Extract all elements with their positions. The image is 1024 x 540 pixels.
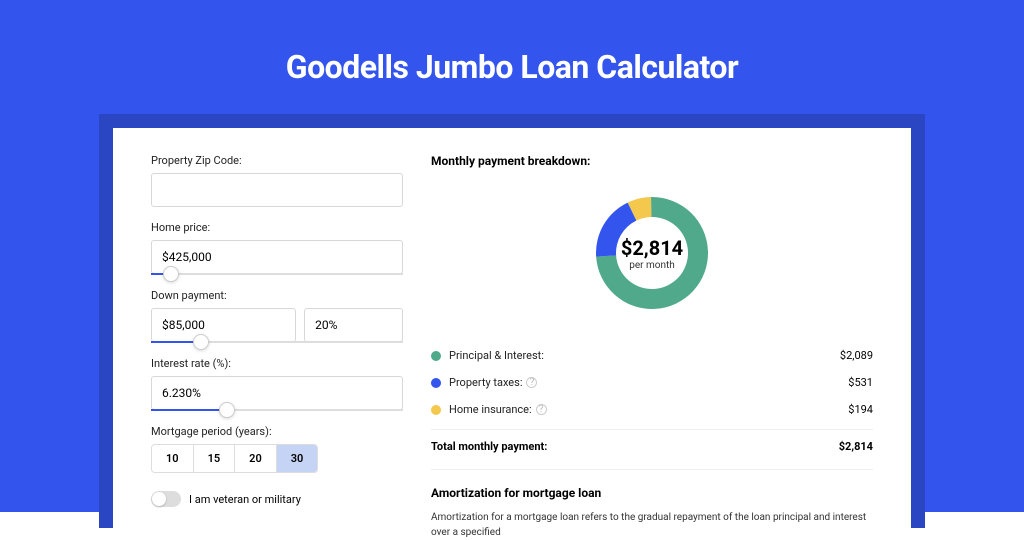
interest-input[interactable] [151, 376, 403, 410]
period-label: Mortgage period (years): [151, 425, 403, 438]
breakdown-column: Monthly payment breakdown: $2,814 per mo… [403, 154, 873, 502]
interest-label: Interest rate (%): [151, 357, 403, 370]
amortization-section: Amortization for mortgage loan Amortizat… [431, 469, 873, 540]
period-button-10[interactable]: 10 [152, 445, 194, 472]
calculator-card: Property Zip Code: Home price: Down paym… [113, 128, 911, 528]
legend-dot [431, 405, 441, 415]
info-icon[interactable]: ? [526, 377, 537, 388]
card-outer-frame: Property Zip Code: Home price: Down paym… [99, 114, 925, 528]
down-payment-percent-input[interactable] [304, 308, 403, 342]
legend-value: $194 [848, 403, 873, 416]
down-payment-slider[interactable] [151, 341, 403, 343]
down-payment-field: Down payment: [151, 289, 403, 343]
period-button-15[interactable]: 15 [194, 445, 236, 472]
legend-label: Principal & Interest: [449, 349, 544, 362]
veteran-row: I am veteran or military [151, 491, 403, 507]
total-value: $2,814 [839, 440, 873, 453]
down-payment-label: Down payment: [151, 289, 403, 302]
interest-field: Interest rate (%): [151, 357, 403, 411]
legend-dot [431, 378, 441, 388]
donut-sub: per month [621, 260, 683, 271]
down-payment-amount-input[interactable] [151, 308, 296, 342]
home-price-field: Home price: [151, 221, 403, 275]
info-icon[interactable]: ? [536, 404, 547, 415]
period-button-30[interactable]: 30 [277, 445, 318, 472]
amortization-text: Amortization for a mortgage loan refers … [431, 510, 873, 540]
legend: Principal & Interest: $2,089 Property taxe… [431, 342, 873, 423]
legend-label: Home insurance: [449, 403, 532, 416]
legend-label: Property taxes: [449, 376, 522, 389]
amortization-title: Amortization for mortgage loan [431, 486, 873, 500]
zip-field: Property Zip Code: [151, 154, 403, 207]
period-button-group: 10152030 [151, 444, 318, 473]
interest-slider-thumb[interactable] [219, 402, 235, 418]
legend-row-2: Home insurance:? $194 [431, 396, 873, 423]
veteran-toggle[interactable] [151, 491, 181, 507]
legend-value: $531 [848, 376, 873, 389]
zip-input[interactable] [151, 173, 403, 207]
home-price-slider-thumb[interactable] [163, 266, 179, 282]
veteran-label: I am veteran or military [189, 493, 301, 506]
period-button-20[interactable]: 20 [235, 445, 277, 472]
legend-dot [431, 351, 441, 361]
donut-chart: $2,814 per month [431, 178, 873, 328]
page-title: Goodells Jumbo Loan Calculator [0, 48, 1024, 86]
period-field: Mortgage period (years): 10152030 [151, 425, 403, 473]
page-background: Goodells Jumbo Loan Calculator Property … [0, 0, 1024, 512]
home-price-slider[interactable] [151, 273, 403, 275]
form-column: Property Zip Code: Home price: Down paym… [151, 154, 403, 502]
legend-row-0: Principal & Interest: $2,089 [431, 342, 873, 369]
breakdown-title: Monthly payment breakdown: [431, 154, 873, 168]
down-payment-slider-thumb[interactable] [193, 334, 209, 350]
zip-label: Property Zip Code: [151, 154, 403, 167]
home-price-label: Home price: [151, 221, 403, 234]
total-label: Total monthly payment: [431, 440, 547, 453]
interest-slider[interactable] [151, 409, 403, 411]
legend-value: $2,089 [840, 349, 873, 362]
donut-amount: $2,814 [621, 236, 683, 260]
legend-row-1: Property taxes:? $531 [431, 369, 873, 396]
legend-total-row: Total monthly payment: $2,814 [431, 429, 873, 453]
donut-center: $2,814 per month [621, 236, 683, 271]
home-price-input[interactable] [151, 240, 403, 274]
